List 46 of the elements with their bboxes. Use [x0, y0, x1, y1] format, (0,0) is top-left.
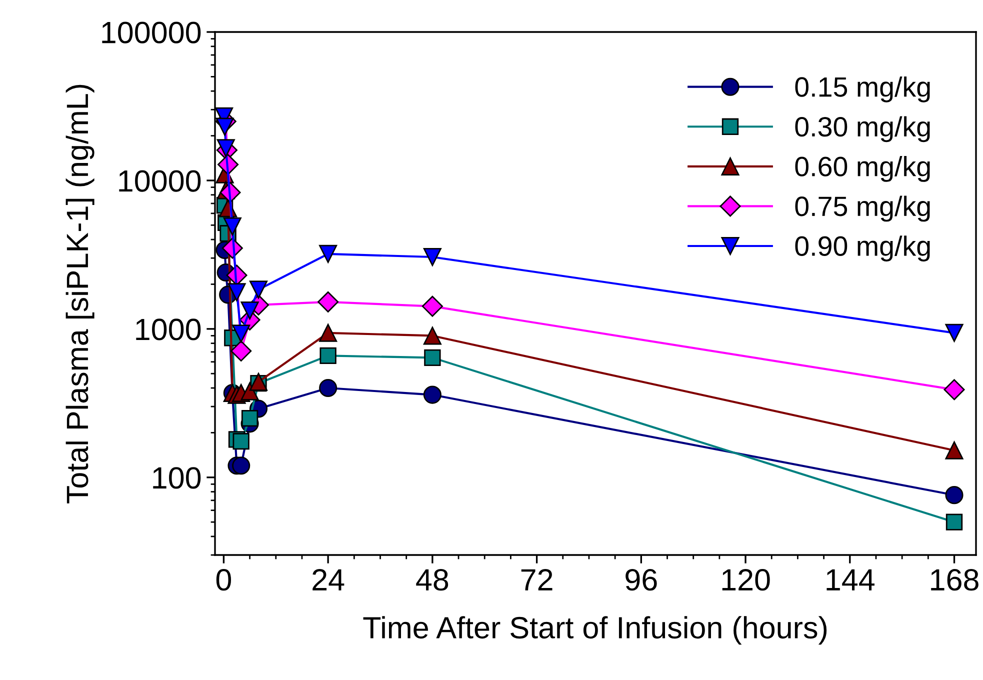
point [230, 340, 252, 362]
x-tick-label: 48 [416, 569, 448, 591]
point [232, 432, 250, 450]
point [223, 217, 242, 236]
point [945, 324, 964, 342]
point [945, 486, 964, 504]
point [945, 441, 964, 460]
point [946, 514, 963, 530]
legend-label: 0.15 mg/kg [795, 76, 930, 102]
point [232, 456, 250, 475]
legend-label: 0.75 mg/kg [795, 196, 930, 222]
point [422, 296, 443, 317]
x-tick-label: 168 [931, 569, 978, 591]
y-tick-label: 10000 [119, 170, 201, 192]
x-tick-label: 24 [312, 569, 344, 590]
point [423, 386, 442, 404]
y-tick-label: 100000 [102, 22, 201, 44]
x-tick-label: 0 [216, 569, 231, 591]
point [319, 244, 338, 263]
x-tick-label: 144 [826, 569, 874, 590]
point [423, 326, 442, 345]
point [240, 382, 259, 400]
point [423, 248, 442, 266]
x-tick-label: 96 [626, 569, 657, 591]
legend-label: 0.30 mg/kg [795, 116, 930, 142]
x-tick-label: 72 [521, 569, 552, 590]
y-tick-label: 100 [153, 467, 201, 489]
point [216, 139, 235, 158]
legend-label: 0.60 mg/kg [795, 156, 930, 182]
point [424, 349, 441, 366]
point [319, 324, 338, 342]
point [249, 280, 268, 299]
point [320, 347, 336, 364]
y-tick-label: 1000 [136, 318, 201, 340]
point [240, 302, 259, 320]
y-axis-title: Total Plasma [siPLK-1] (ng/mL) [66, 84, 94, 504]
legend-label: 0.90 mg/kg [795, 236, 930, 262]
point [216, 118, 234, 136]
point [228, 283, 246, 302]
point [232, 324, 250, 343]
x-tick-label: 120 [722, 569, 770, 591]
point [241, 410, 258, 427]
point [318, 291, 339, 312]
x-axis-title: Time After Start of Infusion (hours) [363, 616, 827, 645]
point [944, 379, 965, 400]
point [319, 378, 338, 398]
